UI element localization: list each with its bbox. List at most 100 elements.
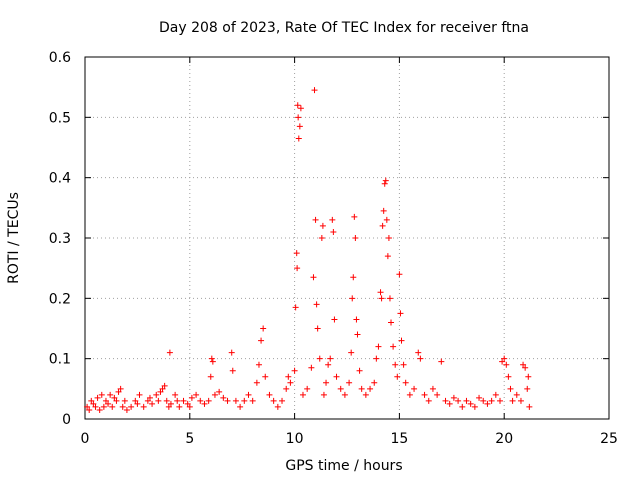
data-point bbox=[197, 397, 204, 404]
data-point bbox=[400, 361, 407, 368]
data-point bbox=[406, 391, 413, 398]
data-point bbox=[149, 400, 156, 407]
data-point bbox=[382, 177, 389, 184]
data-point bbox=[314, 325, 321, 332]
data-point bbox=[270, 397, 277, 404]
chart-title: Day 208 of 2023, Rate Of TEC Index for r… bbox=[159, 20, 529, 36]
data-point bbox=[513, 391, 520, 398]
data-point bbox=[241, 397, 248, 404]
data-point bbox=[507, 385, 514, 392]
data-point bbox=[367, 385, 374, 392]
data-point bbox=[463, 397, 470, 404]
data-point bbox=[92, 403, 99, 410]
data-point bbox=[157, 388, 164, 395]
data-point bbox=[501, 355, 508, 362]
y-axis-ticks: 0 0.1 0.2 0.3 0.4 0.5 0.6 bbox=[49, 50, 609, 428]
data-point bbox=[356, 367, 363, 374]
data-point bbox=[330, 228, 337, 235]
data-point bbox=[398, 337, 405, 344]
data-point bbox=[392, 361, 399, 368]
data-point bbox=[144, 397, 151, 404]
data-point bbox=[167, 400, 174, 407]
data-point bbox=[312, 216, 319, 223]
data-point bbox=[255, 361, 262, 368]
data-point bbox=[188, 394, 195, 401]
data-point bbox=[373, 355, 380, 362]
x-tick-label: 5 bbox=[185, 431, 194, 447]
data-point bbox=[308, 364, 315, 371]
data-point bbox=[492, 391, 499, 398]
y-tick-label: 0.4 bbox=[49, 171, 71, 187]
data-point bbox=[287, 379, 294, 386]
data-point bbox=[172, 391, 179, 398]
data-point bbox=[186, 403, 193, 410]
data-point bbox=[390, 343, 397, 350]
data-point bbox=[520, 361, 527, 368]
data-point bbox=[166, 349, 173, 356]
data-point bbox=[224, 397, 231, 404]
data-point bbox=[107, 391, 114, 398]
data-point bbox=[352, 235, 359, 241]
data-point bbox=[467, 400, 474, 407]
data-point bbox=[193, 391, 200, 398]
data-point bbox=[119, 403, 126, 410]
data-point bbox=[320, 391, 327, 398]
data-point bbox=[134, 400, 141, 407]
data-point bbox=[291, 367, 298, 374]
data-point bbox=[484, 400, 491, 407]
data-point bbox=[161, 382, 168, 389]
data-point bbox=[313, 301, 320, 308]
data-point bbox=[329, 216, 336, 223]
data-point bbox=[155, 397, 162, 404]
data-point bbox=[262, 373, 269, 380]
y-axis-label: ROTI / TECUs bbox=[6, 192, 22, 284]
data-point bbox=[100, 403, 107, 410]
data-point bbox=[517, 397, 524, 404]
data-point bbox=[111, 394, 118, 401]
data-point bbox=[109, 403, 116, 410]
data-point bbox=[266, 391, 273, 398]
data-point bbox=[211, 391, 218, 398]
data-point bbox=[438, 358, 445, 365]
data-point bbox=[94, 394, 101, 401]
data-point bbox=[201, 400, 208, 407]
data-point bbox=[455, 397, 462, 404]
data-point bbox=[377, 289, 384, 296]
data-point bbox=[323, 379, 330, 386]
data-point bbox=[258, 337, 265, 344]
data-point bbox=[296, 123, 303, 130]
data-point bbox=[237, 403, 244, 410]
x-tick-label: 10 bbox=[286, 431, 304, 447]
data-point bbox=[378, 295, 385, 302]
data-point bbox=[402, 379, 409, 386]
data-point bbox=[383, 216, 390, 223]
data-point bbox=[429, 385, 436, 392]
data-point bbox=[353, 316, 360, 323]
y-tick-label: 0 bbox=[62, 412, 71, 428]
data-point bbox=[331, 316, 338, 323]
data-point bbox=[415, 349, 422, 356]
data-point bbox=[471, 403, 478, 410]
data-point bbox=[411, 385, 418, 392]
data-point bbox=[522, 364, 529, 371]
data-point bbox=[117, 385, 124, 392]
data-point bbox=[480, 397, 487, 404]
data-point bbox=[526, 403, 533, 410]
data-point bbox=[176, 403, 183, 410]
data-point bbox=[84, 403, 91, 410]
x-axis-ticks: 0 5 10 15 20 25 bbox=[81, 57, 618, 447]
data-point bbox=[325, 361, 332, 368]
data-point bbox=[113, 397, 120, 404]
data-point bbox=[381, 180, 388, 187]
data-point bbox=[294, 265, 301, 272]
data-point bbox=[417, 355, 424, 362]
data-point bbox=[388, 319, 395, 326]
data-point bbox=[375, 343, 382, 350]
data-point bbox=[184, 400, 191, 407]
data-point bbox=[294, 102, 301, 109]
data-point bbox=[285, 373, 292, 380]
data-point bbox=[386, 295, 393, 302]
data-point bbox=[153, 391, 160, 398]
data-point bbox=[499, 358, 506, 365]
